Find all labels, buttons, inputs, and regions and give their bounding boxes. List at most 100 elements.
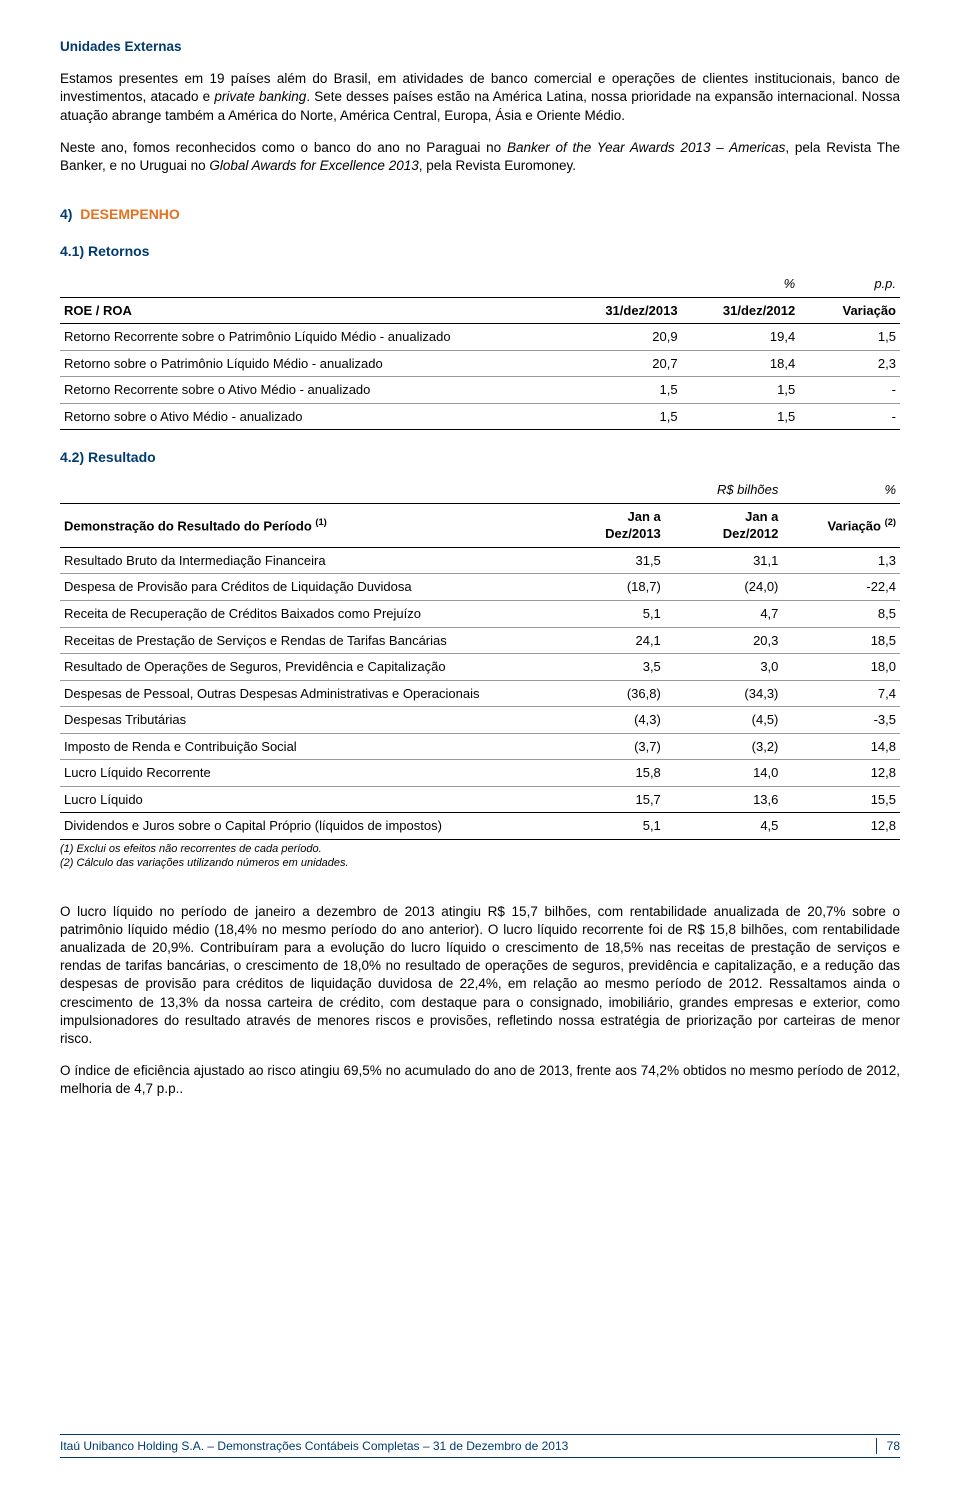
cell-c: 1,3 xyxy=(782,547,900,574)
paragraph-1: Estamos presentes em 19 países além do B… xyxy=(60,70,900,125)
result-col-a2: Dez/2013 xyxy=(605,526,661,541)
cell-a: (4,3) xyxy=(547,707,665,734)
cell-a: (18,7) xyxy=(547,574,665,601)
section-4-heading: 4) DESEMPENHO xyxy=(60,205,900,224)
table-row: Retorno Recorrente sobre o Patrimônio Lí… xyxy=(60,324,900,351)
table-row: Imposto de Renda e Contribuição Social(3… xyxy=(60,733,900,760)
table-row: Lucro Líquido15,713,615,5 xyxy=(60,786,900,813)
cell-label: Retorno sobre o Patrimônio Líquido Médio… xyxy=(60,350,564,377)
table-row: Despesas de Pessoal, Outras Despesas Adm… xyxy=(60,680,900,707)
result-col-label-text: Demonstração do Resultado do Período xyxy=(64,518,315,533)
result-heading: 4.2) Resultado xyxy=(60,448,900,467)
cell-b: (4,5) xyxy=(665,707,783,734)
result-col-c-sup: (2) xyxy=(885,517,896,527)
cell-c: 7,4 xyxy=(782,680,900,707)
cell-label: Despesas de Pessoal, Outras Despesas Adm… xyxy=(60,680,547,707)
footnote-2: (2) Cálculo das variações utilizando núm… xyxy=(60,856,900,870)
cell-b: 31,1 xyxy=(665,547,783,574)
paragraph-4: O índice de eficiência ajustado ao risco… xyxy=(60,1062,900,1098)
p2-italic-2: Global Awards for Excellence 2013 xyxy=(209,158,418,173)
result-col-a: Jan a Dez/2013 xyxy=(547,503,665,547)
table-row: Retorno sobre o Ativo Médio - anualizado… xyxy=(60,403,900,430)
cell-label: Receitas de Prestação de Serviços e Rend… xyxy=(60,627,547,654)
cell-c: 8,5 xyxy=(782,601,900,628)
p2-text-c: , pela Revista Euromoney. xyxy=(419,158,576,173)
result-units-row: R$ bilhões % xyxy=(60,477,900,503)
cell-c: 2,3 xyxy=(799,350,900,377)
cell-c: 12,8 xyxy=(782,760,900,787)
cell-b: 13,6 xyxy=(665,786,783,813)
cell-label: Resultado de Operações de Seguros, Previ… xyxy=(60,654,547,681)
cell-label: Lucro Líquido Recorrente xyxy=(60,760,547,787)
result-col-a1: Jan a xyxy=(628,509,661,524)
cell-a: 5,1 xyxy=(547,601,665,628)
p2-italic-1: Banker of the Year Awards 2013 – America… xyxy=(507,140,785,155)
result-table: R$ bilhões % Demonstração do Resultado d… xyxy=(60,477,900,840)
result-footnotes: (1) Exclui os efeitos não recorrentes de… xyxy=(60,842,900,871)
table-row: Retorno Recorrente sobre o Ativo Médio -… xyxy=(60,377,900,404)
cell-a: 1,5 xyxy=(564,403,682,430)
returns-units-row: % p.p. xyxy=(60,271,900,297)
h4-text: DESEMPENHO xyxy=(80,206,180,222)
cell-a: 15,7 xyxy=(547,786,665,813)
cell-label: Retorno Recorrente sobre o Patrimônio Lí… xyxy=(60,324,564,351)
cell-a: 3,5 xyxy=(547,654,665,681)
returns-unit-left: % xyxy=(682,271,800,297)
result-col-b: Jan a Dez/2012 xyxy=(665,503,783,547)
h4-number: 4) xyxy=(60,206,72,222)
result-unit-right: % xyxy=(782,477,900,503)
p1-italic-1: private banking xyxy=(214,89,306,104)
cell-label: Lucro Líquido xyxy=(60,786,547,813)
cell-label: Retorno Recorrente sobre o Ativo Médio -… xyxy=(60,377,564,404)
returns-unit-right: p.p. xyxy=(799,271,900,297)
cell-c: 18,5 xyxy=(782,627,900,654)
returns-heading: 4.1) Retornos xyxy=(60,242,900,261)
table-row: Despesa de Provisão para Créditos de Liq… xyxy=(60,574,900,601)
table-row: Receita de Recuperação de Créditos Baixa… xyxy=(60,601,900,628)
cell-b: 1,5 xyxy=(682,377,800,404)
cell-b: 14,0 xyxy=(665,760,783,787)
cell-label: Imposto de Renda e Contribuição Social xyxy=(60,733,547,760)
cell-c: 14,8 xyxy=(782,733,900,760)
returns-col-b: 31/dez/2012 xyxy=(682,297,800,324)
cell-a: 31,5 xyxy=(547,547,665,574)
returns-col-a: 31/dez/2013 xyxy=(564,297,682,324)
result-col-c1: Variação xyxy=(827,518,884,533)
cell-b: 20,3 xyxy=(665,627,783,654)
table-row: Retorno sobre o Patrimônio Líquido Médio… xyxy=(60,350,900,377)
cell-label: Receita de Recuperação de Créditos Baixa… xyxy=(60,601,547,628)
paragraph-2: Neste ano, fomos reconhecidos como o ban… xyxy=(60,139,900,175)
page-footer: Itaú Unibanco Holding S.A. – Demonstraçõ… xyxy=(60,1434,900,1458)
table-row: Receitas de Prestação de Serviços e Rend… xyxy=(60,627,900,654)
p2-text-a: Neste ano, fomos reconhecidos como o ban… xyxy=(60,140,507,155)
cell-a: 20,7 xyxy=(564,350,682,377)
table-row: Resultado Bruto da Intermediação Finance… xyxy=(60,547,900,574)
cell-a: (3,7) xyxy=(547,733,665,760)
result-unit-left: R$ bilhões xyxy=(665,477,783,503)
cell-b: 4,7 xyxy=(665,601,783,628)
cell-c: -22,4 xyxy=(782,574,900,601)
cell-label: Retorno sobre o Ativo Médio - anualizado xyxy=(60,403,564,430)
result-col-b2: Dez/2012 xyxy=(723,526,779,541)
cell-b: (34,3) xyxy=(665,680,783,707)
cell-c: 18,0 xyxy=(782,654,900,681)
cell-b: (3,2) xyxy=(665,733,783,760)
cell-a: 5,1 xyxy=(547,813,665,840)
table-row: Resultado de Operações de Seguros, Previ… xyxy=(60,654,900,681)
cell-c: 1,5 xyxy=(799,324,900,351)
cell-a: (36,8) xyxy=(547,680,665,707)
cell-c: -3,5 xyxy=(782,707,900,734)
cell-a: 15,8 xyxy=(547,760,665,787)
result-header-row: Demonstração do Resultado do Período (1)… xyxy=(60,503,900,547)
cell-b: 19,4 xyxy=(682,324,800,351)
cell-a: 24,1 xyxy=(547,627,665,654)
cell-b: (24,0) xyxy=(665,574,783,601)
paragraph-3: O lucro líquido no período de janeiro a … xyxy=(60,903,900,1049)
cell-b: 18,4 xyxy=(682,350,800,377)
footer-text: Itaú Unibanco Holding S.A. – Demonstraçõ… xyxy=(60,1438,568,1454)
page-number: 78 xyxy=(876,1438,900,1454)
result-col-c: Variação (2) xyxy=(782,503,900,547)
table-row: Despesas Tributárias(4,3)(4,5)-3,5 xyxy=(60,707,900,734)
cell-label: Despesas Tributárias xyxy=(60,707,547,734)
cell-a: 1,5 xyxy=(564,377,682,404)
